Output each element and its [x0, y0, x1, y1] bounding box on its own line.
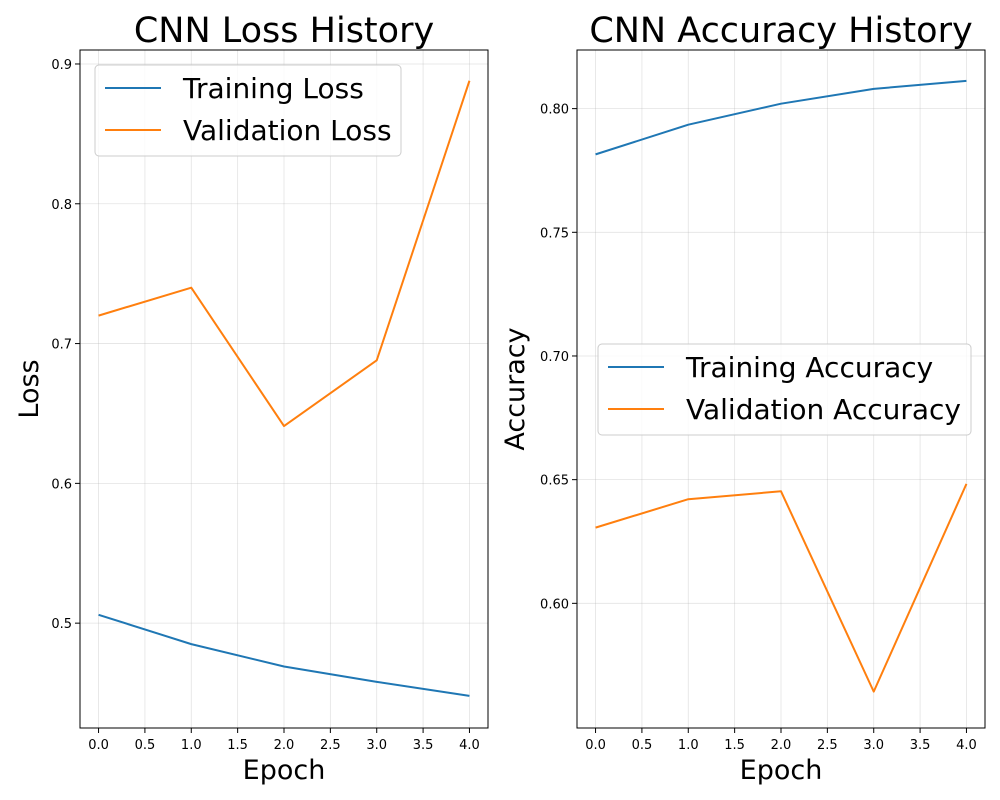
legend-label: Training Accuracy — [685, 351, 933, 384]
accuracy-chart: 0.0 0.5 1.0 1.5 2.0 2.5 3.0 3.5 4.0 0.60 0.65 0.70 0… — [500, 11, 986, 786]
x-tick-label: 4.0 — [459, 738, 480, 753]
x-tick-label: 3.5 — [910, 738, 931, 753]
x-tick-label: 4.0 — [956, 738, 977, 753]
x-tick-label: 2.0 — [274, 738, 295, 753]
x-tick-label: 1.0 — [181, 738, 202, 753]
series-line-validation-loss — [98, 80, 471, 428]
x-tick-label: 2.5 — [817, 738, 838, 753]
x-tick-label: 0.5 — [135, 738, 156, 753]
x-axis-label: Epoch — [243, 755, 326, 786]
series-line-validation-accuracy — [595, 483, 968, 693]
legend: Training Loss Validation Loss — [94, 64, 402, 157]
y-tick-label: 0.8 — [51, 198, 72, 213]
x-tick-label: 3.5 — [413, 738, 434, 753]
y-tick-label: 0.5 — [51, 617, 72, 632]
series-line-training-accuracy — [595, 79, 967, 156]
x-tick-label: 0.5 — [632, 738, 653, 753]
y-axis-label: Loss — [14, 359, 45, 418]
x-tick-label: 0.0 — [88, 738, 109, 753]
legend-label: Validation Loss — [183, 114, 392, 147]
legend-box — [597, 343, 972, 436]
series-line-training-loss — [98, 613, 470, 697]
y-axis-label: Accuracy — [500, 327, 531, 450]
chart-title: CNN Loss History — [134, 11, 434, 51]
x-tick-label: 2.0 — [771, 738, 792, 753]
x-tick-label: 1.5 — [227, 738, 248, 753]
x-tick-label: 0.0 — [585, 738, 606, 753]
x-tick-label: 1.0 — [678, 738, 699, 753]
loss-chart: 0.0 0.5 1.0 1.5 2.0 2.5 3.0 3.5 4.0 0.5 0.6 0.7 0.8 0… — [14, 11, 489, 786]
y-tick-label: 0.80 — [540, 103, 569, 118]
y-tick-label: 0.65 — [540, 474, 569, 489]
legend-label: Validation Accuracy — [686, 393, 961, 426]
y-tick-label: 0.70 — [540, 350, 569, 365]
x-tick-label: 1.5 — [724, 738, 745, 753]
legend-box — [94, 64, 402, 157]
legend: Training Accuracy Validation Accuracy — [597, 343, 972, 436]
y-tick-label: 0.6 — [51, 477, 72, 492]
y-tick-label: 0.60 — [540, 597, 569, 612]
y-tick-label: 0.75 — [540, 226, 569, 241]
x-axis-label: Epoch — [740, 755, 823, 786]
x-tick-label: 3.0 — [366, 738, 387, 753]
y-tick-label: 0.7 — [51, 338, 72, 353]
legend-label: Training Loss — [182, 72, 364, 105]
x-tick-label: 3.0 — [863, 738, 884, 753]
x-tick-label: 2.5 — [320, 738, 341, 753]
y-tick-label: 0.9 — [51, 58, 72, 73]
chart-title: CNN Accuracy History — [589, 11, 972, 51]
